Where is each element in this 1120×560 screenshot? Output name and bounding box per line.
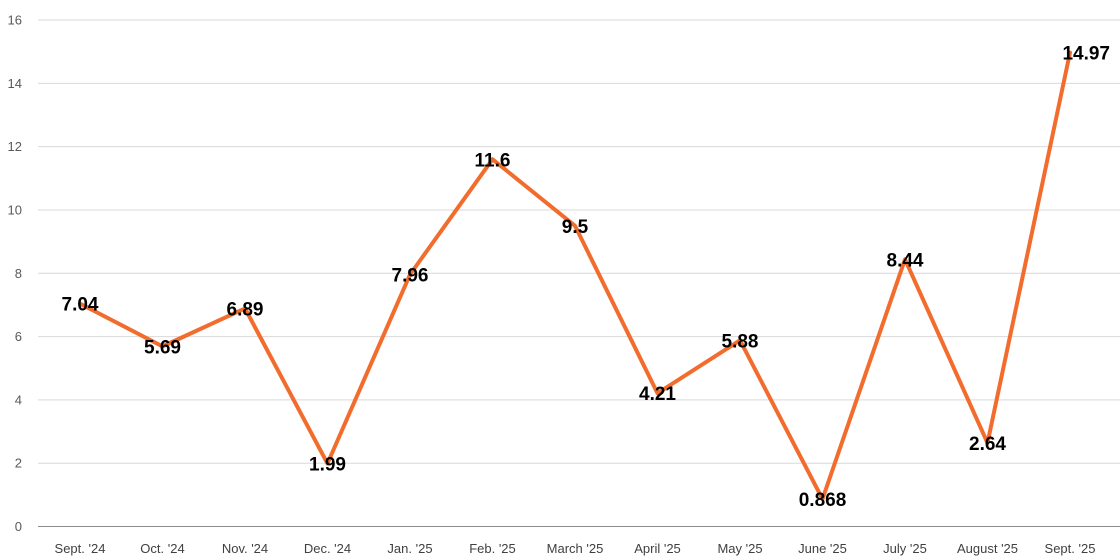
data-label: 7.96 — [392, 266, 429, 287]
data-labels: 7.04 5.69 6.89 1.99 7.96 11.6 9.5 4.21 5.88 0.868… — [62, 44, 1110, 511]
y-tick-label: 14 — [8, 76, 22, 91]
y-tick-label: 0 — [15, 519, 22, 534]
y-tick-label: 12 — [8, 139, 22, 154]
data-label: 6.89 — [227, 299, 264, 320]
x-tick-label: Oct. '24 — [140, 541, 184, 556]
data-point — [243, 306, 247, 310]
data-point — [326, 462, 329, 466]
x-tick-label: Nov. '24 — [222, 541, 268, 556]
x-tick-label: Sept. '24 — [55, 541, 106, 556]
x-tick-label: August '25 — [957, 541, 1018, 556]
x-tick-label: May '25 — [717, 541, 762, 556]
data-label: 1.99 — [309, 455, 346, 476]
data-point — [161, 344, 164, 348]
x-tick-label: Feb. '25 — [469, 541, 516, 556]
y-tick-label: 8 — [15, 266, 22, 281]
data-point — [1068, 51, 1072, 55]
x-tick-label: March '25 — [547, 541, 604, 556]
x-tick-label: April '25 — [634, 541, 681, 556]
data-point — [656, 391, 659, 395]
data-label: 0.868 — [799, 490, 847, 511]
y-axis-tick-labels: 0 2 4 6 8 10 12 14 16 — [8, 13, 22, 535]
data-point — [408, 273, 412, 277]
x-tick-label: Jan. '25 — [387, 541, 432, 556]
data-point — [491, 157, 494, 161]
data-label: 4.21 — [639, 384, 676, 405]
x-axis-tick-labels: Sept. '24 Oct. '24 Nov. '24 Dec. '24 Jan. '2… — [55, 541, 1096, 556]
x-tick-label: Dec. '24 — [304, 541, 351, 556]
data-label: 2.64 — [969, 434, 1006, 455]
y-tick-label: 6 — [15, 329, 22, 344]
series-layer — [78, 50, 1072, 502]
data-point — [821, 497, 824, 501]
gridlines — [38, 19, 1120, 464]
y-tick-label: 10 — [8, 202, 22, 217]
data-point — [903, 257, 907, 261]
x-tick-label: July '25 — [883, 541, 927, 556]
data-point — [986, 441, 989, 445]
y-tick-label: 4 — [15, 392, 22, 407]
data-point — [738, 338, 742, 342]
data-label: 11.6 — [475, 150, 511, 171]
data-label: 5.69 — [144, 337, 181, 358]
data-label: 5.88 — [722, 331, 759, 352]
x-tick-label: June '25 — [798, 541, 847, 556]
data-point — [78, 302, 82, 306]
data-label: 8.44 — [887, 250, 924, 271]
y-tick-label: 2 — [15, 456, 22, 471]
data-label: 14.97 — [1062, 44, 1110, 65]
data-label: 7.04 — [62, 295, 99, 316]
series-line — [78, 50, 1072, 502]
data-point — [573, 224, 577, 228]
data-label: 9.5 — [562, 217, 589, 238]
y-tick-label: 16 — [8, 13, 22, 28]
x-tick-label: Sept. '25 — [1045, 541, 1096, 556]
